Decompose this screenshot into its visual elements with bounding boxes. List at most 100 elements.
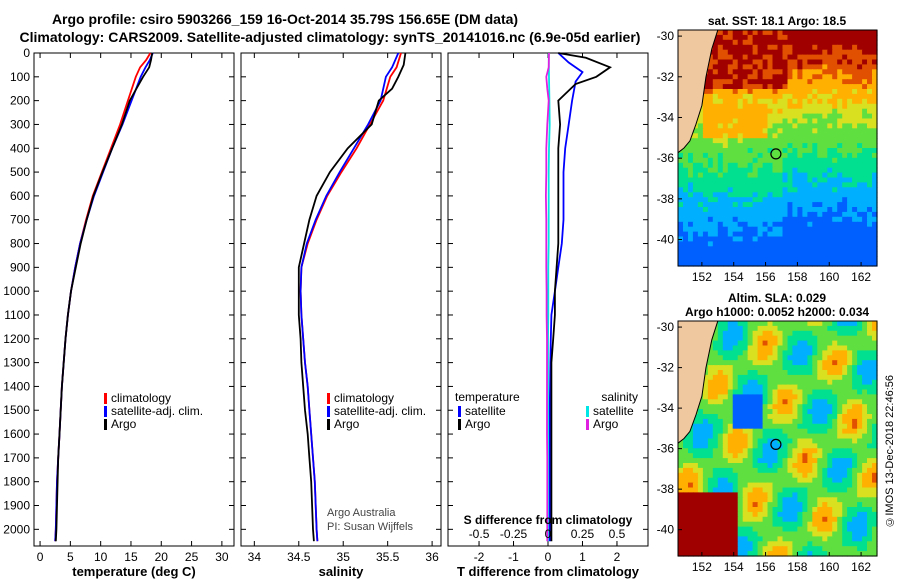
chart-title-line1: Argo profile: csiro 5903266_159 16-Oct-2… (51, 11, 519, 27)
map-y-tick-label: -40 (657, 233, 675, 247)
plot-frame-salinity-profile (240, 52, 442, 547)
x2-tick-label: 0.25 (571, 527, 595, 541)
legend-swatch (104, 406, 107, 417)
map-y-tick-label: -40 (657, 523, 675, 537)
x-tick-label: 34.5 (287, 550, 311, 564)
map-y-tick-label: -30 (657, 320, 675, 334)
series-line-s-argo (544, 52, 550, 542)
y-tick-label: 1600 (3, 427, 30, 441)
x2-axis-label: S difference from climatology (464, 513, 633, 527)
legend-swatch (586, 419, 589, 430)
map-x-tick-label: 156 (756, 560, 776, 574)
legend-label: satellite-adj. clim. (111, 404, 203, 418)
map-y-tick-label: -38 (657, 192, 675, 206)
x-tick-label: 36 (425, 550, 439, 564)
legend-swatch (327, 419, 330, 430)
legend-swatch (586, 406, 589, 417)
map-field-sst-map (678, 30, 878, 267)
imos-credit: ©IMOS 13-Dec-2018 22:46:56 (884, 375, 896, 528)
x-axis-label: temperature (deg C) (72, 564, 196, 579)
y-tick-label: 400 (10, 141, 30, 155)
map-y-tick-label: -36 (657, 442, 675, 456)
x-tick-label: 2 (614, 550, 621, 564)
map-frame (677, 320, 878, 557)
map-x-tick-label: 156 (756, 270, 776, 284)
legend-title-salinity: salinity (601, 390, 638, 404)
map-y-tick-label: -32 (657, 361, 675, 375)
y-tick-label: 1400 (3, 379, 30, 393)
legend-swatch (327, 406, 330, 417)
chart-title-line2: Climatology: CARS2009. Satellite-adjuste… (19, 29, 641, 45)
plot-frame-temperature-profile (33, 52, 235, 547)
legend-label: satellite (593, 404, 634, 418)
legend-swatch (327, 393, 330, 404)
legend-title-temperature: temperature (455, 390, 520, 404)
x-tick-label: 30 (215, 550, 229, 564)
y-tick-label: 0 (23, 46, 30, 60)
legend-label: Argo (593, 417, 619, 431)
x-tick-label: 1 (579, 550, 586, 564)
legend-swatch (104, 393, 107, 404)
y-tick-label: 200 (10, 94, 30, 108)
map-x-tick-label: 162 (851, 270, 871, 284)
series-line-argo (297, 52, 407, 542)
x-tick-label: 20 (155, 550, 169, 564)
y-tick-label: 700 (10, 213, 30, 227)
series-line-t-argo (550, 52, 613, 542)
y-tick-label: 800 (10, 237, 30, 251)
y-tick-label: 1000 (3, 284, 30, 298)
x-tick-label: 25 (185, 550, 199, 564)
x2-tick-label: 0.5 (609, 527, 626, 541)
map-x-tick-label: 152 (692, 270, 712, 284)
series-line-argo (54, 52, 154, 542)
y-tick-label: 100 (10, 70, 30, 84)
legend-label: Argo (465, 417, 491, 431)
y-tick-label: 1900 (3, 499, 30, 513)
x2-tick-label: -0.25 (500, 527, 528, 541)
y-tick-label: 1800 (3, 475, 30, 489)
map-subtitle-sla: Argo h1000: 0.0052 h2000: 0.034 (685, 305, 869, 319)
land-australia (677, 29, 719, 154)
map-x-tick-label: 158 (787, 560, 807, 574)
map-y-tick-label: -36 (657, 151, 675, 165)
map-x-tick-label: 154 (724, 560, 744, 574)
y-tick-label: 500 (10, 165, 30, 179)
argo-credit-line1: Argo Australia (327, 507, 396, 519)
legend-label: satellite-adj. clim. (334, 404, 426, 418)
legend-label: climatology (334, 391, 394, 405)
map-y-tick-label: -32 (657, 70, 675, 84)
legend-label: climatology (111, 391, 171, 405)
map-title-sla: Altim. SLA: 0.029 (728, 291, 826, 305)
argo-position-marker (770, 438, 782, 450)
x-axis-label: salinity (319, 564, 365, 579)
x-tick-label: 0 (545, 550, 552, 564)
legend-swatch (104, 419, 107, 430)
x2-tick-label: -0.5 (469, 527, 490, 541)
map-x-tick-label: 162 (851, 560, 871, 574)
map-x-tick-label: 160 (819, 560, 839, 574)
x-tick-label: -1 (508, 550, 519, 564)
x-tick-label: 35.5 (376, 550, 400, 564)
map-y-tick-label: -34 (657, 401, 675, 415)
legend-swatch (458, 419, 461, 430)
argo-position-marker (770, 148, 782, 160)
x-tick-label: 35 (337, 550, 351, 564)
legend-label: Argo (334, 417, 360, 431)
map-x-tick-label: 154 (724, 270, 744, 284)
land-australia (677, 320, 719, 445)
map-title-sst: sat. SST: 18.1 Argo: 18.5 (708, 14, 847, 28)
series-line-satellite-adj-clim- (299, 52, 400, 542)
map-x-tick-label: 160 (819, 270, 839, 284)
x-tick-label: 34 (248, 550, 262, 564)
map-field-sla-map (678, 321, 878, 557)
y-tick-label: 300 (10, 117, 30, 131)
map-y-tick-label: -38 (657, 482, 675, 496)
x-tick-label: 5 (67, 550, 74, 564)
y-tick-label: 1100 (4, 308, 30, 322)
legend-swatch (458, 406, 461, 417)
legend-label: Argo (111, 417, 137, 431)
y-tick-label: 1700 (3, 451, 30, 465)
legend-label: satellite (465, 404, 506, 418)
x-tick-label: 0 (37, 550, 44, 564)
